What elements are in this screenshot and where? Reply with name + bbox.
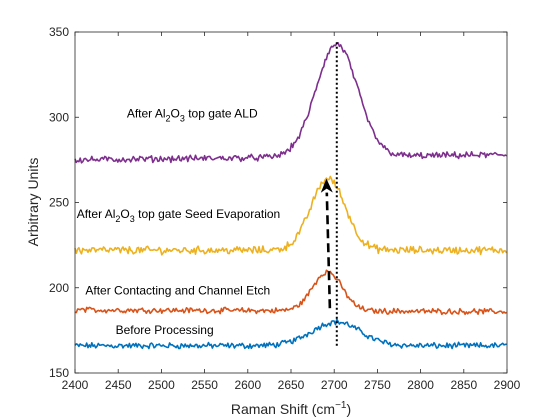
- x-tick-label: 2900: [494, 378, 521, 392]
- annotation-part: top gate Seed Evaporation: [135, 207, 280, 221]
- annotation-part: 3: [130, 214, 135, 224]
- x-axis-title: Raman Shift (cm−1): [231, 400, 351, 417]
- annotation-part: 3: [180, 113, 185, 123]
- shift-arrow-head: [320, 178, 333, 193]
- series-line-3: [74, 41, 507, 164]
- annotation-part: 2: [115, 214, 120, 224]
- annotation-part: O: [120, 207, 129, 221]
- y-tick-label: 150: [49, 366, 69, 380]
- y-tick-label: 200: [49, 281, 69, 295]
- x-tick-label: 2750: [364, 378, 391, 392]
- series-annotation: Before Processing: [116, 323, 214, 337]
- x-axis-title-text: Raman Shift (cm: [231, 401, 335, 417]
- annotation-part: top gate ALD: [185, 106, 258, 120]
- series-annotation: After Contacting and Channel Etch: [85, 284, 270, 298]
- x-axis-title-tail: ): [346, 401, 351, 417]
- x-tick-label: 2500: [148, 378, 175, 392]
- annotation-part: After Al: [77, 207, 116, 221]
- series-line-0: [74, 318, 507, 350]
- x-axis-title-superscript: −1: [335, 400, 347, 411]
- series-line-1: [74, 269, 507, 316]
- y-axis-title: Arbitrary Units: [25, 158, 41, 247]
- y-axis-ticks: 150 200 250 300 350: [49, 25, 507, 380]
- x-tick-label: 2400: [62, 378, 89, 392]
- overlay-layer: [320, 42, 338, 346]
- annotation-part: Before Processing: [116, 323, 214, 337]
- x-tick-label: 2850: [450, 378, 477, 392]
- x-axis-ticks: 2400 2450 2500 2550 2600 2650 2700 2750 2800 2850…: [62, 32, 521, 392]
- series-annotation: After Al2O3 top gate Seed Evaporation: [77, 207, 281, 224]
- annotation-part: 2: [166, 113, 171, 123]
- y-tick-label: 250: [49, 196, 69, 210]
- series-layer: [74, 41, 508, 350]
- shift-arrow-shaft: [325, 192, 332, 309]
- annotation-part: After Contacting and Channel Etch: [85, 284, 270, 298]
- x-tick-label: 2650: [278, 378, 305, 392]
- plot-background: [75, 32, 507, 373]
- x-tick-label: 2450: [105, 378, 132, 392]
- x-tick-label: 2800: [407, 378, 434, 392]
- x-tick-label: 2700: [321, 378, 348, 392]
- annotation-part: After Al: [127, 106, 166, 120]
- annotation-part: O: [171, 106, 180, 120]
- y-tick-label: 350: [49, 25, 69, 39]
- x-tick-label: 2550: [191, 378, 218, 392]
- x-tick-label: 2600: [234, 378, 261, 392]
- series-line-2: [74, 175, 508, 256]
- y-tick-label: 300: [49, 110, 69, 124]
- series-annotation: After Al2O3 top gate ALD: [127, 106, 258, 123]
